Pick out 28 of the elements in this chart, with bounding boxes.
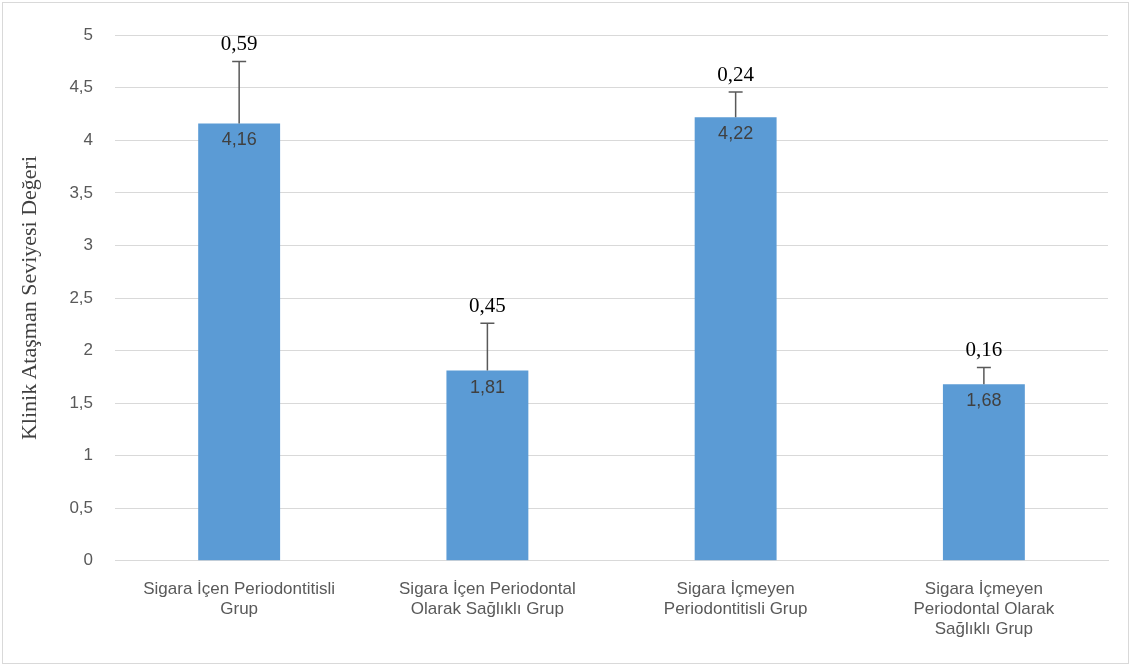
bar xyxy=(198,123,281,561)
y-tick-label: 3,5 xyxy=(69,182,94,202)
annotation: 0,24 xyxy=(717,61,755,86)
bar xyxy=(694,117,777,561)
data-label: 4,16 xyxy=(221,129,257,150)
bar xyxy=(446,370,529,561)
y-tick-label: 2,5 xyxy=(69,287,94,307)
annotation: 0,59 xyxy=(220,31,258,56)
y-tick-label: 0 xyxy=(83,550,94,570)
x-tick-label: Sigara İçmeyen Periodontitisli Grup xyxy=(663,578,808,619)
data-label: 1,81 xyxy=(469,376,505,397)
y-tick-label: 2 xyxy=(83,340,94,360)
y-tick-label: 0,5 xyxy=(69,497,94,517)
x-tick-label: Sigara İçen Periodontal Olarak Sağlıklı Grup xyxy=(399,578,576,619)
x-tick-label: Sigara İçmeyen Periodontal Olarak Sağlıklı Grup xyxy=(913,578,1055,639)
y-tick-label: 1,5 xyxy=(69,392,94,412)
annotation: 0,45 xyxy=(469,293,506,318)
y-tick-label: 4,5 xyxy=(69,77,94,97)
data-label: 4,22 xyxy=(718,123,754,144)
annotation: 0,16 xyxy=(965,337,1003,362)
y-tick-label: 1 xyxy=(83,445,94,465)
y-tick-label: 5 xyxy=(83,24,94,44)
x-tick-label: Sigara İçen Periodontitisli Grup xyxy=(143,578,336,619)
y-axis-title: Klinik Ataşman Seviyesi Değeri xyxy=(15,155,41,441)
y-tick-label: 4 xyxy=(83,130,94,150)
data-label: 1,68 xyxy=(966,390,1002,411)
y-tick-label: 3 xyxy=(83,235,94,255)
bar xyxy=(942,384,1025,561)
